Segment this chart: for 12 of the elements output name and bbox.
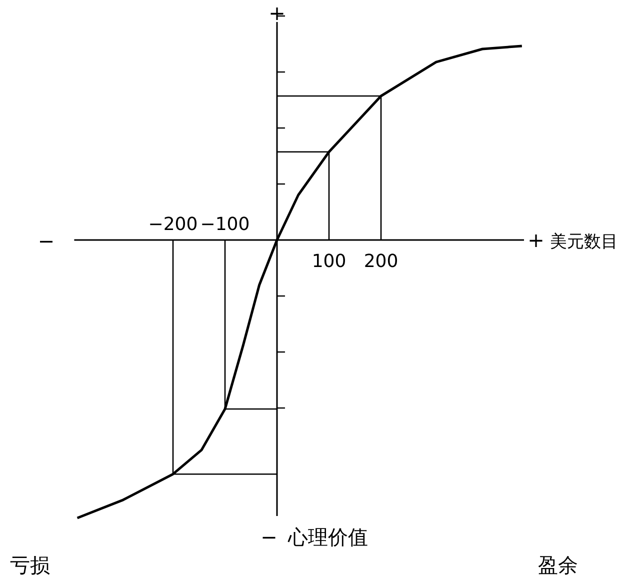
- annotation: 200: [364, 251, 398, 272]
- x-tick-label: −200: [148, 214, 198, 235]
- text: 盈余: [538, 553, 578, 577]
- x-tick-label: −100: [200, 214, 250, 235]
- text: 亏损: [10, 553, 50, 577]
- x-axis-title: 美元数目: [550, 232, 618, 252]
- text: +: [268, 1, 286, 25]
- annotation: 100: [312, 251, 346, 272]
- text: −: [260, 525, 278, 549]
- text: 心理价值: [287, 525, 368, 549]
- text: −: [38, 229, 55, 253]
- text: +: [528, 228, 544, 252]
